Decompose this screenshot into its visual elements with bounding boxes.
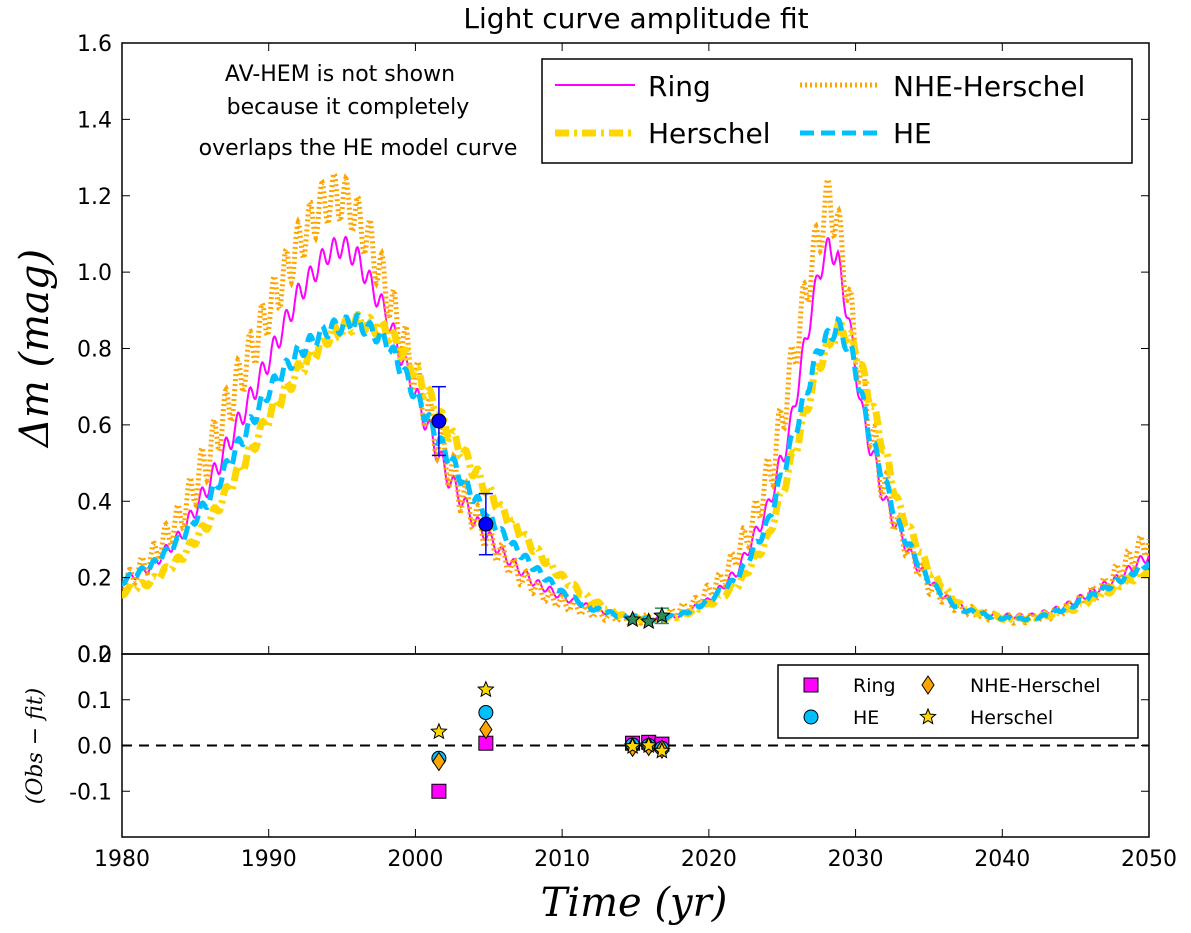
- legend-label-he-bottom: HE: [853, 707, 879, 729]
- series-line-ring: [122, 235, 1149, 623]
- x-tick-label: 2050: [1121, 847, 1177, 872]
- legend-marker-nhe-herschel: [921, 675, 935, 695]
- y-tick-label: 1.0: [77, 261, 112, 286]
- series-line-he: [122, 312, 1149, 624]
- obs-point: [478, 516, 494, 532]
- residual-point-nhe-herschel: [432, 751, 446, 772]
- y-tick-label: 1.4: [77, 108, 112, 133]
- legend-label-herschel: Herschel: [648, 117, 771, 150]
- obs-point: [623, 610, 642, 628]
- y-tick-label: 0.0: [77, 643, 112, 668]
- series-line-herschel: [122, 311, 1149, 625]
- top-observations: [431, 385, 671, 630]
- x-tick-label: 2020: [681, 847, 737, 872]
- top-legend: Ring Herschel NHE-Herschel HE: [541, 58, 1133, 164]
- y-tick-label: 0.6: [77, 414, 112, 439]
- x-tick-label: 2010: [534, 847, 590, 872]
- annotation: AV-HEM is not shown because it completel…: [199, 62, 518, 161]
- x-tick-label: 1980: [94, 847, 150, 872]
- legend-label-nhe-herschel-bottom: NHE-Herschel: [970, 675, 1101, 697]
- bottom-legend-box: [777, 664, 1139, 739]
- legend-marker-herschel: [919, 707, 937, 725]
- obs-point: [639, 612, 658, 630]
- residual-point-nhe-herschel: [479, 719, 493, 740]
- y-tick-label: 1.6: [77, 32, 112, 57]
- y-tick-label: 0.2: [77, 643, 112, 668]
- residual-point-herschel: [623, 737, 642, 754]
- bottom-y-axis-label: (Obs − fit): [23, 688, 48, 805]
- y-tick-label: 0.1: [77, 689, 112, 714]
- top-y-ticks: 0.00.20.40.60.81.01.21.41.6: [77, 32, 1149, 668]
- top-panel: 0.00.20.40.60.81.01.21.41.6 Δm (mag) AV-…: [12, 32, 1150, 668]
- top-y-axis-label: Δm (mag): [12, 249, 58, 449]
- annotation-line-1: AV-HEM is not shown: [225, 62, 455, 87]
- bottom-legend: Ring HE NHE-Herschel Herschel: [777, 664, 1139, 739]
- y-tick-label: 1.2: [77, 185, 112, 210]
- x-tick-label: 2000: [387, 847, 443, 872]
- chart-title: Light curve amplitude fit: [463, 2, 808, 35]
- y-tick-label: 0.8: [77, 338, 112, 363]
- bottom-y-ticks: -0.1 0.0 0.1 0.2: [69, 643, 1149, 805]
- y-tick-label: -0.1: [69, 780, 112, 805]
- annotation-line-3: overlaps the HE model curve: [199, 136, 518, 161]
- top-legend-box: [541, 58, 1133, 164]
- x-tick-label: 2040: [974, 847, 1030, 872]
- legend-label-herschel-bottom: Herschel: [970, 707, 1053, 729]
- residual-point-herschel: [476, 680, 495, 698]
- legend-marker-herschel-shape: [919, 707, 937, 725]
- legend-marker-he: [803, 709, 819, 725]
- y-tick-label: 0.0: [77, 735, 112, 760]
- legend-marker-ring: [803, 677, 819, 693]
- obs-point: [653, 606, 671, 624]
- residual-point-he: [478, 705, 494, 721]
- x-tick-label: 1990: [241, 847, 297, 872]
- annotation-line-2: because it completely: [227, 95, 470, 120]
- y-tick-label: 0.2: [77, 567, 112, 592]
- residual-point-herschel: [639, 736, 658, 754]
- residual-point-herschel: [653, 741, 671, 759]
- legend-marker-nhe-shape: [921, 675, 935, 695]
- x-axis-label: Time (yr): [541, 880, 728, 926]
- series-line-nhe-herschel: [122, 167, 1149, 626]
- legend-label-ring-bottom: Ring: [853, 675, 896, 697]
- bottom-panel: -0.1 0.0 0.1 0.2 1980 1990 2000 2010 2020 2030 20…: [23, 43, 1177, 926]
- x-ticks: 1980 1990 2000 2010 2020 2030 2040 2050: [94, 43, 1177, 872]
- residual-point-ring: [431, 783, 447, 799]
- legend-label-nhe-herschel: NHE-Herschel: [893, 70, 1085, 103]
- residual-point-herschel: [430, 722, 448, 740]
- residual-points: [430, 680, 671, 799]
- x-tick-label: 2030: [828, 847, 884, 872]
- legend-marker-he-shape: [803, 709, 819, 725]
- legend-label-he: HE: [893, 117, 932, 150]
- y-tick-label: 0.4: [77, 490, 112, 515]
- legend-marker-ring-shape: [803, 677, 819, 693]
- legend-label-ring: Ring: [648, 70, 711, 103]
- obs-point: [431, 413, 447, 429]
